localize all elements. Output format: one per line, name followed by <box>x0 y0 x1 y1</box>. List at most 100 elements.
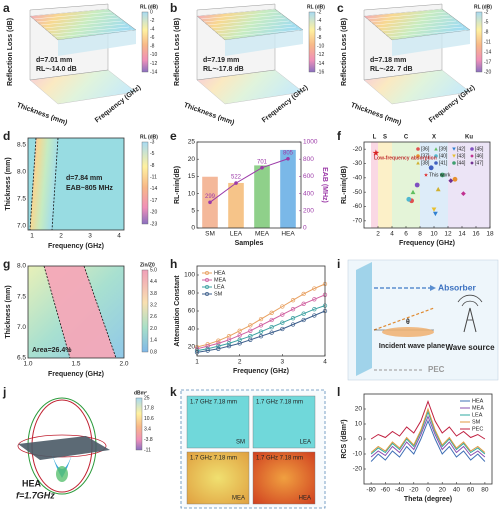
bar <box>228 182 244 228</box>
legend-marker <box>416 154 420 158</box>
chart-panel: 20 40 60 80 100 1 2 3 4 Frequency (GHz) Attenuatio… <box>170 257 327 375</box>
tile-name: SM <box>236 440 245 446</box>
point <box>435 186 441 192</box>
legend-label: MEA <box>214 277 226 283</box>
point <box>301 317 306 323</box>
tile-caption: 1.7 GHz 7.18 mm <box>256 400 303 406</box>
eab-line <box>209 158 289 203</box>
series-line <box>370 407 486 453</box>
surface-wire <box>221 29 300 38</box>
legend-label: [38] <box>421 160 430 166</box>
colorbar-title: RL (dB) <box>474 4 492 10</box>
legend-label: [47] <box>475 160 484 166</box>
legend-label: [44] <box>457 160 466 166</box>
legend-marker <box>205 278 209 282</box>
map-tile <box>186 451 250 505</box>
x-tick-label: -40 <box>395 487 405 494</box>
colorbar-tick: 2.0 <box>150 326 157 332</box>
y-tick-label: -70 <box>353 218 363 225</box>
surface-wire <box>33 11 112 20</box>
ground-plane <box>18 436 110 460</box>
colorbar-tick: 2.6 <box>150 314 157 320</box>
band-label: Ku <box>465 135 473 141</box>
tower <box>463 307 477 333</box>
axis-label: Reflection Loss (dB) <box>174 18 181 86</box>
point <box>428 165 434 171</box>
y-tick-label: 80 <box>188 290 196 297</box>
y-tick-label: 10 <box>355 421 363 428</box>
colorbar-tick: -23 <box>150 221 157 227</box>
legend-label: [40] <box>439 153 448 159</box>
point <box>290 322 296 327</box>
series-line <box>196 310 326 353</box>
surface-wire <box>388 29 467 38</box>
colorbar-tick: 1.4 <box>150 338 157 344</box>
band <box>420 142 448 228</box>
point <box>280 326 285 332</box>
contour-line <box>29 137 37 231</box>
contour-line <box>43 265 71 359</box>
point <box>248 323 253 328</box>
tile-caption: 1.7 GHz 7.18 mm <box>190 456 237 462</box>
colorbar-tick: 3.8 <box>150 291 157 297</box>
annotation: RL~-14.0 dB <box>36 66 77 73</box>
surface-curtain <box>225 30 303 56</box>
point <box>280 304 285 309</box>
legend-label: This work <box>429 172 451 178</box>
legend-label: LEA <box>472 412 483 418</box>
annotation: RL~-22. 7 dB <box>370 66 413 73</box>
point <box>226 343 232 349</box>
bar <box>254 165 270 228</box>
surface-wire <box>363 8 443 17</box>
legend-marker <box>434 154 438 158</box>
x-tick-label: 3 <box>281 359 285 366</box>
annotation: EAB~805 MHz <box>66 185 113 192</box>
legend-marker <box>452 147 456 151</box>
legend-label: PEC <box>472 426 483 432</box>
plot-frame <box>27 137 125 231</box>
colorbar <box>141 11 149 73</box>
data-label: 522 <box>231 175 242 181</box>
y-tick-label: 10 <box>188 190 196 197</box>
colorbar-tick: 0 <box>150 9 153 15</box>
point <box>312 286 317 291</box>
point <box>312 297 317 302</box>
point <box>226 341 232 346</box>
axis-label: Thickness (mm) <box>5 157 12 210</box>
x-tick-label: HEA <box>281 231 295 238</box>
eab-point <box>286 156 290 161</box>
band <box>378 142 392 228</box>
annotation: RL~-17.8 dB <box>203 66 244 73</box>
y-tick-label: 25 <box>188 139 196 146</box>
panel-letter: g <box>3 257 10 271</box>
tile-caption: 1.7 GHz 7.18 mm <box>190 400 237 406</box>
y-tick-label: 8.5 <box>17 142 26 149</box>
band-label: X <box>432 135 436 141</box>
contour-panel: d 1 2 3 4 7.0 7.5 8.0 8.5 Frequency (GHz) Thicknes… <box>3 129 158 250</box>
point <box>312 313 317 318</box>
series-line <box>196 294 326 350</box>
y-tick-label: 0 <box>358 436 362 443</box>
colorbar-tick: -4 <box>150 26 155 32</box>
colorbar-tick: -11 <box>484 39 491 45</box>
surface-wire <box>43 20 123 29</box>
colorbar-tick: -6 <box>150 35 155 41</box>
axis-label: Frequency (GHz) <box>233 368 289 375</box>
colorbar <box>308 11 316 73</box>
point <box>301 301 306 306</box>
colorbar-tick: -14 <box>317 61 324 67</box>
legend-marker <box>470 161 474 165</box>
colorbar-tick: -3.8 <box>144 437 153 443</box>
legend-label: SM <box>214 291 223 297</box>
panel-letter: b <box>170 1 177 15</box>
annotation: d=7.18 mm <box>370 57 406 64</box>
axis-label: RL-min(dB) <box>174 166 181 204</box>
colorbar <box>141 141 149 225</box>
surface-wire <box>367 11 446 20</box>
surface-wire <box>29 8 109 17</box>
colorbar-title: Zin/Z0 <box>140 262 155 268</box>
colorbar-tick: -14 <box>484 49 491 55</box>
colorbar-tick: -2 <box>484 9 489 15</box>
point <box>237 328 242 333</box>
